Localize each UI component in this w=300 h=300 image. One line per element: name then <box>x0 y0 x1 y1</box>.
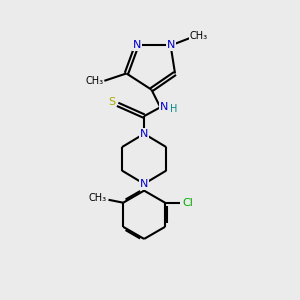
Text: N: N <box>160 102 168 112</box>
Text: CH₃: CH₃ <box>85 76 104 86</box>
Text: N: N <box>140 179 148 189</box>
Text: Cl: Cl <box>182 198 194 208</box>
Text: H: H <box>170 104 177 114</box>
Text: N: N <box>167 40 175 50</box>
Text: S: S <box>108 97 115 107</box>
Text: CH₃: CH₃ <box>190 31 208 41</box>
Text: N: N <box>133 40 141 50</box>
Text: N: N <box>140 129 148 139</box>
Text: CH₃: CH₃ <box>88 193 106 203</box>
